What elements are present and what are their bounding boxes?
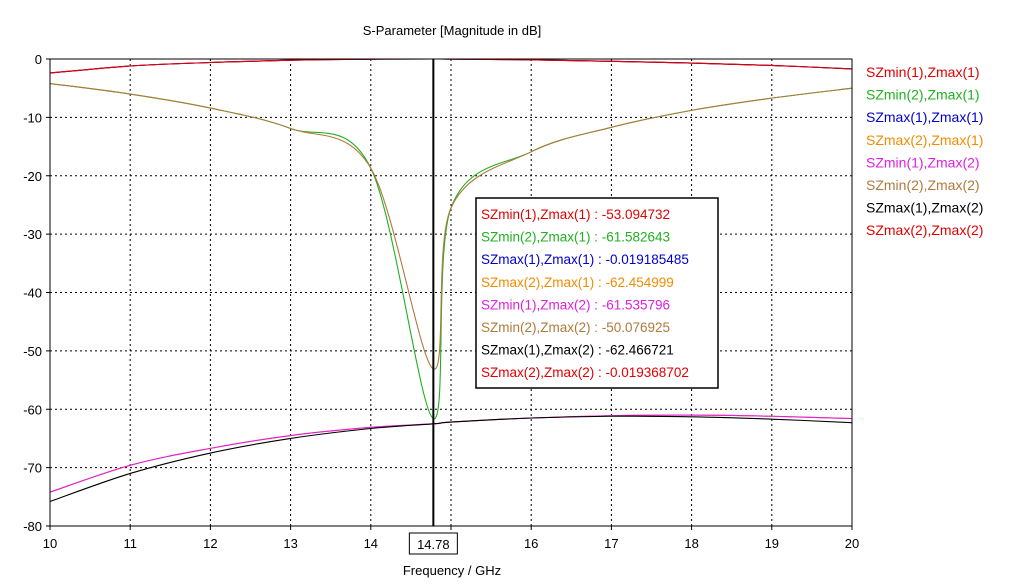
marker-readout-box: SZmin(1),Zmax(1) : -53.094732 SZmin(2),Zm… — [475, 197, 719, 389]
y-tick-label: -10 — [23, 110, 42, 125]
readout-row: SZmin(1),Zmax(2) : -61.535796 — [481, 297, 670, 312]
legend-entry: SZmax(2),Zmax(2) — [866, 222, 983, 238]
x-tick-label: 11 — [123, 536, 137, 551]
y-tick-label: -30 — [23, 227, 42, 242]
series-line-2 — [49, 82, 853, 420]
marker-label-box[interactable] — [408, 532, 458, 555]
x-tick-label: 17 — [604, 536, 618, 551]
frequency-marker[interactable]: 14.78 — [408, 59, 458, 555]
series-line-6 — [49, 82, 853, 370]
readout-row: SZmax(1),Zmax(1) : -0.019185485 — [481, 252, 689, 267]
chart-title: S-Parameter [Magnitude in dB] — [363, 23, 541, 38]
x-tick-label: 16 — [524, 536, 538, 551]
y-tick-label: -40 — [23, 286, 42, 301]
readout-row: SZmax(2),Zmax(1) : -62.454999 — [481, 275, 674, 290]
marker-label: 14.78 — [417, 537, 450, 552]
readout-row: SZmin(2),Zmax(2) : -50.076925 — [481, 320, 670, 335]
y-tick-label: 0 — [35, 52, 42, 67]
x-tick-label: 13 — [283, 536, 297, 551]
legend-entry: SZmin(1),Zmax(1) — [866, 64, 980, 80]
legend-entry: SZmin(2),Zmax(2) — [866, 177, 980, 193]
x-tick-label: 18 — [684, 536, 698, 551]
legend-entry: SZmin(2),Zmax(1) — [866, 87, 980, 103]
x-tick-label: 12 — [203, 536, 217, 551]
x-tick-label: 10 — [43, 536, 57, 551]
readout-row: SZmin(1),Zmax(1) : -53.094732 — [481, 207, 670, 222]
grid — [50, 59, 852, 526]
readout-row: SZmin(2),Zmax(1) : -61.582643 — [481, 230, 670, 245]
y-tick-label: -70 — [23, 461, 42, 476]
legend-entry: SZmax(2),Zmax(1) — [866, 132, 983, 148]
y-tick-label: -50 — [23, 344, 42, 359]
x-tick-label: 20 — [845, 536, 859, 551]
legend: SZmin(1),Zmax(1) SZmin(2),Zmax(1) SZmax(1)… — [866, 64, 983, 238]
legend-entry: SZmax(1),Zmax(2) — [866, 200, 983, 216]
series-line-7 — [49, 415, 853, 502]
readout-row: SZmax(1),Zmax(2) : -62.466721 — [481, 343, 674, 358]
legend-entry: SZmin(1),Zmax(2) — [866, 154, 980, 170]
readout-row: SZmax(2),Zmax(2) : -0.019368702 — [481, 365, 689, 380]
x-tick-label: 14 — [364, 536, 378, 551]
y-tick-label: -80 — [23, 519, 42, 534]
x-axis-label: Frequency / GHz — [403, 563, 501, 578]
legend-entry: SZmax(1),Zmax(1) — [866, 109, 983, 125]
readout-box-frame — [475, 197, 719, 389]
x-tick-label: 19 — [765, 536, 779, 551]
y-tick-label: -60 — [23, 402, 42, 417]
axis-ticks: 10111213141516171819200-10-20-30-40-50-6… — [23, 52, 859, 551]
y-tick-label: -20 — [23, 169, 42, 184]
